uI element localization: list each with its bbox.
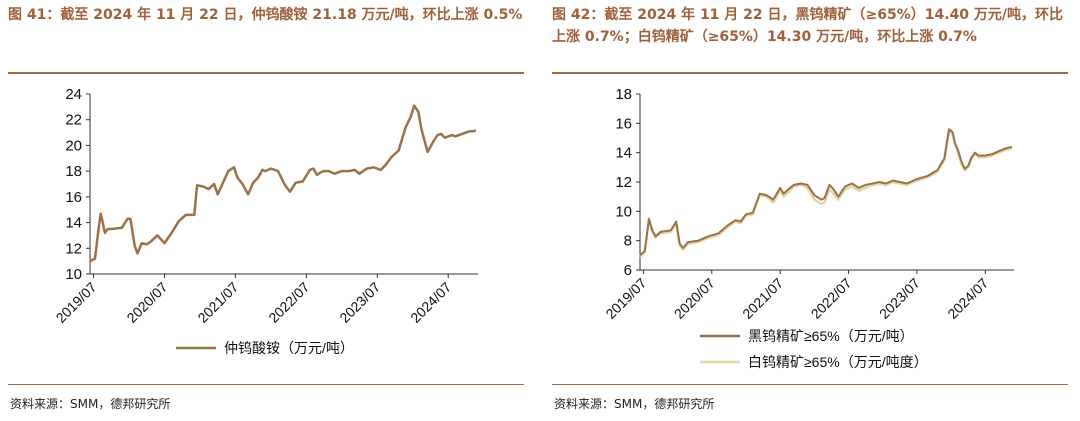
y-tick-label: 14 xyxy=(65,215,82,232)
legend-label: 白钨精矿≥65%（万元/吨度） xyxy=(748,354,928,370)
apt-price-chart: 10 12 14 16 18 20 22 24 2019/07 2020/07 2021/07 202… xyxy=(53,86,478,356)
y-tick-label: 16 xyxy=(615,115,632,132)
figure-title: 图 42：截至 2024 年 11 月 22 日，黑钨精矿（≥65%）14.40… xyxy=(552,7,1064,45)
series-line xyxy=(89,104,477,263)
y-tick-label: 22 xyxy=(65,112,82,129)
figure-title: 图 41：截至 2024 年 11 月 22 日，仲钨酸铵 21.18 万元/吨… xyxy=(8,7,523,23)
series-line xyxy=(639,128,1013,257)
y-tick-label: 24 xyxy=(65,86,82,103)
y-tick-label: 10 xyxy=(65,266,82,283)
x-tick-label: 2020/07 xyxy=(671,275,718,322)
bottom-rule xyxy=(552,384,1068,385)
y-tick-label: 10 xyxy=(615,203,632,220)
y-tick-label: 12 xyxy=(615,174,632,191)
bottom-rule xyxy=(8,384,524,385)
y-tick-label: 14 xyxy=(615,145,632,162)
x-tick-label: 2022/07 xyxy=(808,275,855,322)
x-tick-label: 2022/07 xyxy=(265,279,312,326)
title-rule xyxy=(552,72,1068,74)
source-note: 资料来源：SMM，德邦研究所 xyxy=(554,397,715,411)
x-tick-label: 2024/07 xyxy=(944,275,991,322)
y-tick-label: 6 xyxy=(624,262,632,279)
x-tick-label: 2019/07 xyxy=(602,275,649,322)
legend-label: 黑钨精矿≥65%（万元/吨） xyxy=(748,328,914,344)
y-tick-label: 20 xyxy=(65,137,82,154)
x-tick-label: 2021/07 xyxy=(194,279,241,326)
concentrate-price-chart: 6 8 10 12 14 16 18 2019/07 2020/07 2021/07 2022/07… xyxy=(602,86,1014,370)
y-tick-label: 8 xyxy=(624,233,632,250)
source-note: 资料来源：SMM，德邦研究所 xyxy=(10,397,171,411)
y-tick-label: 18 xyxy=(615,86,632,103)
x-tick-label: 2021/07 xyxy=(739,275,786,322)
panel-concentrate: 图 42：截至 2024 年 11 月 22 日，黑钨精矿（≥65%）14.40… xyxy=(552,0,1076,421)
x-tick-label: 2019/07 xyxy=(53,279,100,326)
legend-label: 仲钨酸铵（万元/吨） xyxy=(224,340,354,356)
x-tick-label: 2024/07 xyxy=(407,279,454,326)
y-tick-label: 12 xyxy=(65,240,82,257)
y-tick-label: 16 xyxy=(65,189,82,206)
y-tick-label: 18 xyxy=(65,163,82,180)
x-tick-label: 2023/07 xyxy=(876,275,923,322)
x-tick-label: 2020/07 xyxy=(124,279,171,326)
panel-apt: 图 41：截至 2024 年 11 月 22 日，仲钨酸铵 21.18 万元/吨… xyxy=(8,0,532,421)
x-tick-label: 2023/07 xyxy=(336,279,383,326)
title-rule xyxy=(8,72,524,74)
